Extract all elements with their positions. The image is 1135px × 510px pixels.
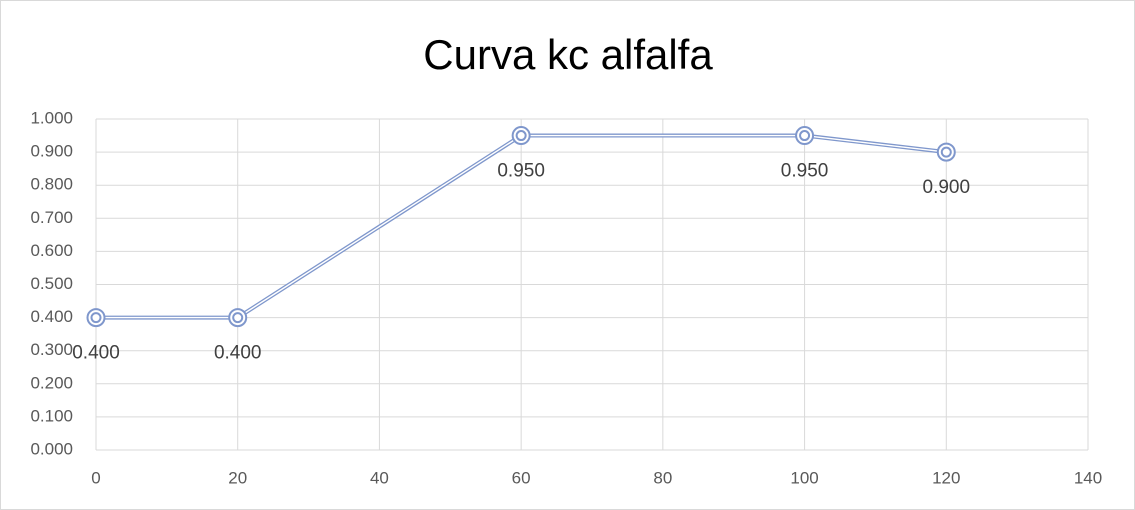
marker [795, 126, 815, 146]
y-tick-label: 0.200 [30, 373, 73, 392]
y-tick-label: 0.500 [30, 274, 73, 293]
y-tick-label: 1.000 [30, 108, 73, 127]
y-tick-label: 0.300 [30, 340, 73, 359]
marker-inner [515, 130, 527, 142]
chart-title: Curva kc alfalfa [423, 31, 713, 78]
x-tick-label: 20 [228, 468, 247, 487]
y-tick-label: 0.900 [30, 142, 73, 161]
x-tick-label: 0 [91, 468, 100, 487]
x-tick-label: 60 [512, 468, 531, 487]
data-label: 0.900 [923, 177, 971, 198]
data-label: 0.400 [72, 343, 120, 364]
marker [86, 308, 106, 328]
y-tick-label: 0.800 [30, 175, 73, 194]
marker [511, 126, 531, 146]
x-tick-label: 100 [790, 468, 818, 487]
marker [228, 308, 248, 328]
data-label: 0.950 [497, 161, 545, 182]
data-label: 0.400 [214, 343, 262, 364]
y-tick-label: 0.700 [30, 208, 73, 227]
y-tick-label: 0.100 [30, 406, 73, 425]
marker-inner [232, 312, 244, 324]
marker [936, 142, 956, 162]
y-tick-label: 0.600 [30, 241, 73, 260]
x-tick-label: 80 [653, 468, 672, 487]
marker-inner [799, 130, 811, 142]
data-label: 0.950 [781, 161, 829, 182]
x-tick-label: 40 [370, 468, 389, 487]
marker-inner [940, 146, 952, 158]
x-tick-label: 140 [1074, 468, 1102, 487]
marker-inner [90, 312, 102, 324]
x-tick-label: 120 [932, 468, 960, 487]
y-tick-label: 0.400 [30, 307, 73, 326]
y-tick-label: 0.000 [30, 439, 73, 458]
